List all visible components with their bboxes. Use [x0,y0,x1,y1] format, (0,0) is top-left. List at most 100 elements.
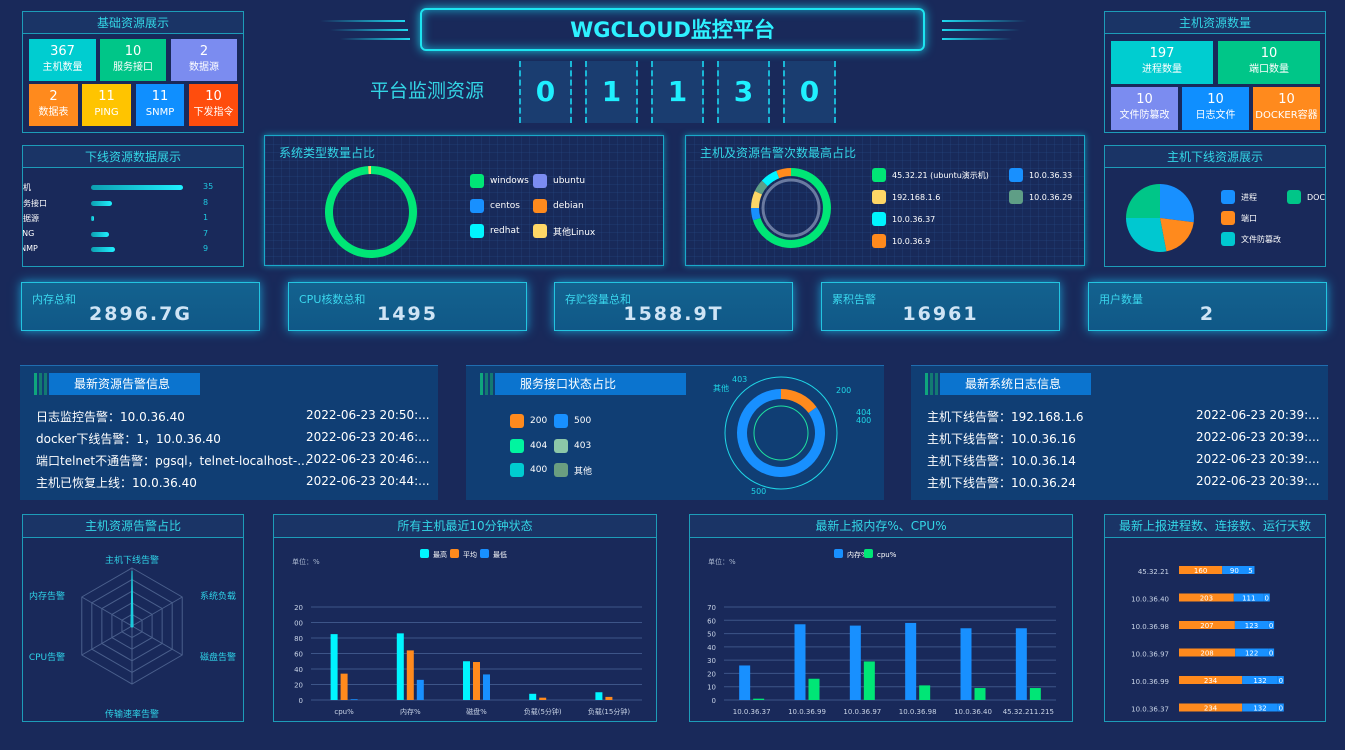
radar-area[interactable] [130,570,134,628]
bar-cpu%[interactable] [863,661,875,700]
tile-下发指令[interactable]: 10 下发指令 [189,84,238,126]
tile-日志文件[interactable]: 10 日志文件 [1182,87,1249,130]
bar-cpu%[interactable] [919,685,931,700]
legend-item[interactable]: 400 [510,463,547,477]
tile-文件防篡改[interactable]: 10 文件防篡改 [1111,87,1178,130]
bar-最低[interactable] [350,699,358,700]
tile-PING[interactable]: 11 PING [82,84,131,126]
legend-item[interactable]: 10.0.36.33 [1009,168,1072,182]
bar-连接数[interactable] [1242,703,1278,712]
legend-item[interactable]: 文件防篡改 [1221,232,1281,246]
slice-200[interactable] [781,389,817,414]
bar-内存%[interactable] [739,665,751,700]
slice-其他Linux[interactable] [368,166,371,175]
slice-文件防篡改[interactable] [1126,218,1167,252]
legend-item[interactable]: centos [470,199,520,213]
legend-swatch[interactable] [480,549,489,558]
slice-10.0.36.9[interactable] [776,168,791,179]
legend-item[interactable]: 192.168.1.6 [872,190,940,204]
tile-服务接口[interactable]: 10 服务接口 [100,39,166,81]
bar-进程数[interactable] [1179,676,1243,684]
bar-最高[interactable] [595,692,603,700]
bar-进程数[interactable] [1179,566,1223,574]
log-row-text[interactable]: 主机下线告警：192.168.1.6 [927,410,1084,424]
bar-连接数[interactable] [1242,676,1278,684]
bar-运行天数[interactable] [1277,703,1284,712]
legend-item[interactable]: 其他 [554,463,592,477]
log-row-text[interactable]: 端口telnet不通告警：pgsql，telnet-localhost-... [36,454,309,468]
bar-连接数[interactable] [1234,621,1269,629]
legend-item[interactable]: DOC [1287,190,1325,204]
legend-swatch[interactable] [834,549,843,558]
legend-item[interactable]: 其他Linux [533,224,595,238]
legend-item[interactable]: 45.32.21 (ubuntu演示机) [872,168,989,182]
bar-最高[interactable] [463,661,470,700]
log-row-text[interactable]: 主机下线告警：10.0.36.16 [927,432,1076,446]
legend-item[interactable]: 500 [554,414,591,428]
bar-cpu%[interactable] [1029,688,1041,700]
legend-item[interactable]: debian [533,199,584,213]
bar-运行天数[interactable] [1263,593,1270,602]
slice-10.0.36.37[interactable] [761,170,780,187]
bar-进程数[interactable] [1179,593,1234,602]
bar-平均[interactable] [340,673,348,700]
legend-item[interactable]: 端口 [1221,211,1257,225]
bar-内存%[interactable] [1015,628,1027,700]
legend-swatch[interactable] [420,549,429,558]
tile-进程数量[interactable]: 197 进程数量 [1111,41,1213,84]
bar-内存%[interactable] [794,624,806,700]
tile-主机数量[interactable]: 367 主机数量 [29,39,96,81]
legend-item[interactable]: 403 [554,439,591,453]
legend-item[interactable]: 进程 [1221,190,1257,204]
tile-端口数量[interactable]: 10 端口数量 [1218,41,1320,84]
tile-DOCKER容器[interactable]: 10 DOCKER容器 [1253,87,1320,130]
bar-cpu%[interactable] [808,678,820,700]
legend-item[interactable]: windows [470,174,529,188]
legend-item[interactable]: 404 [510,439,547,453]
log-row-text[interactable]: 日志监控告警：10.0.36.40 [36,410,185,424]
bar-进程数[interactable] [1179,648,1236,657]
bar-运行天数[interactable] [1246,566,1255,574]
bar-进程数[interactable] [1179,621,1235,629]
bar-内存%[interactable] [960,628,972,700]
slice-DOC[interactable] [1126,184,1160,218]
slice-进程[interactable] [1160,184,1194,223]
legend-item[interactable]: redhat [470,224,520,238]
bar-最高[interactable] [529,693,537,700]
log-row-text[interactable]: docker下线告警：1，10.0.36.40 [36,432,221,446]
bar-运行天数[interactable] [1277,676,1284,684]
bar-进程数[interactable] [1179,703,1243,712]
bar-最低[interactable] [483,674,490,700]
bar-连接数[interactable] [1222,566,1247,574]
log-row-text[interactable]: 主机下线告警：10.0.36.14 [927,454,1076,468]
legend-swatch[interactable] [864,549,873,558]
slice-10.0.36.33[interactable] [751,208,761,221]
bar-cpu%[interactable] [753,698,765,700]
slice-10.0.36.29[interactable] [754,180,768,195]
tile-SNMP[interactable]: 11 SNMP [136,84,184,126]
log-row-text[interactable]: 主机下线告警：10.0.36.24 [927,476,1076,490]
legend-item[interactable]: 10.0.36.9 [872,234,930,248]
legend-item[interactable]: 10.0.36.37 [872,212,935,226]
legend-item[interactable]: ubuntu [533,174,585,188]
bar-运行天数[interactable] [1268,648,1275,657]
bar-平均[interactable] [406,650,414,700]
legend-swatch[interactable] [450,549,459,558]
log-row-text[interactable]: 主机已恢复上线：10.0.36.40 [36,476,197,490]
bar-内存%[interactable] [905,622,917,700]
slice-windows[interactable] [325,166,417,258]
bar-内存%[interactable] [849,625,861,700]
tile-数据表[interactable]: 2 数据表 [29,84,78,126]
bar-平均[interactable] [605,696,613,700]
bar-运行天数[interactable] [1268,621,1275,629]
bar-平均[interactable] [539,697,547,700]
bar-平均[interactable] [473,662,480,700]
legend-item[interactable]: 10.0.36.29 [1009,190,1072,204]
bar-最低[interactable] [416,679,424,700]
bar-最高[interactable] [396,633,404,700]
slice-端口[interactable] [1160,218,1194,252]
bar-cpu%[interactable] [974,688,986,700]
slice-192.168.1.6[interactable] [751,190,763,208]
legend-item[interactable]: 200 [510,414,547,428]
bar-连接数[interactable] [1235,648,1269,657]
